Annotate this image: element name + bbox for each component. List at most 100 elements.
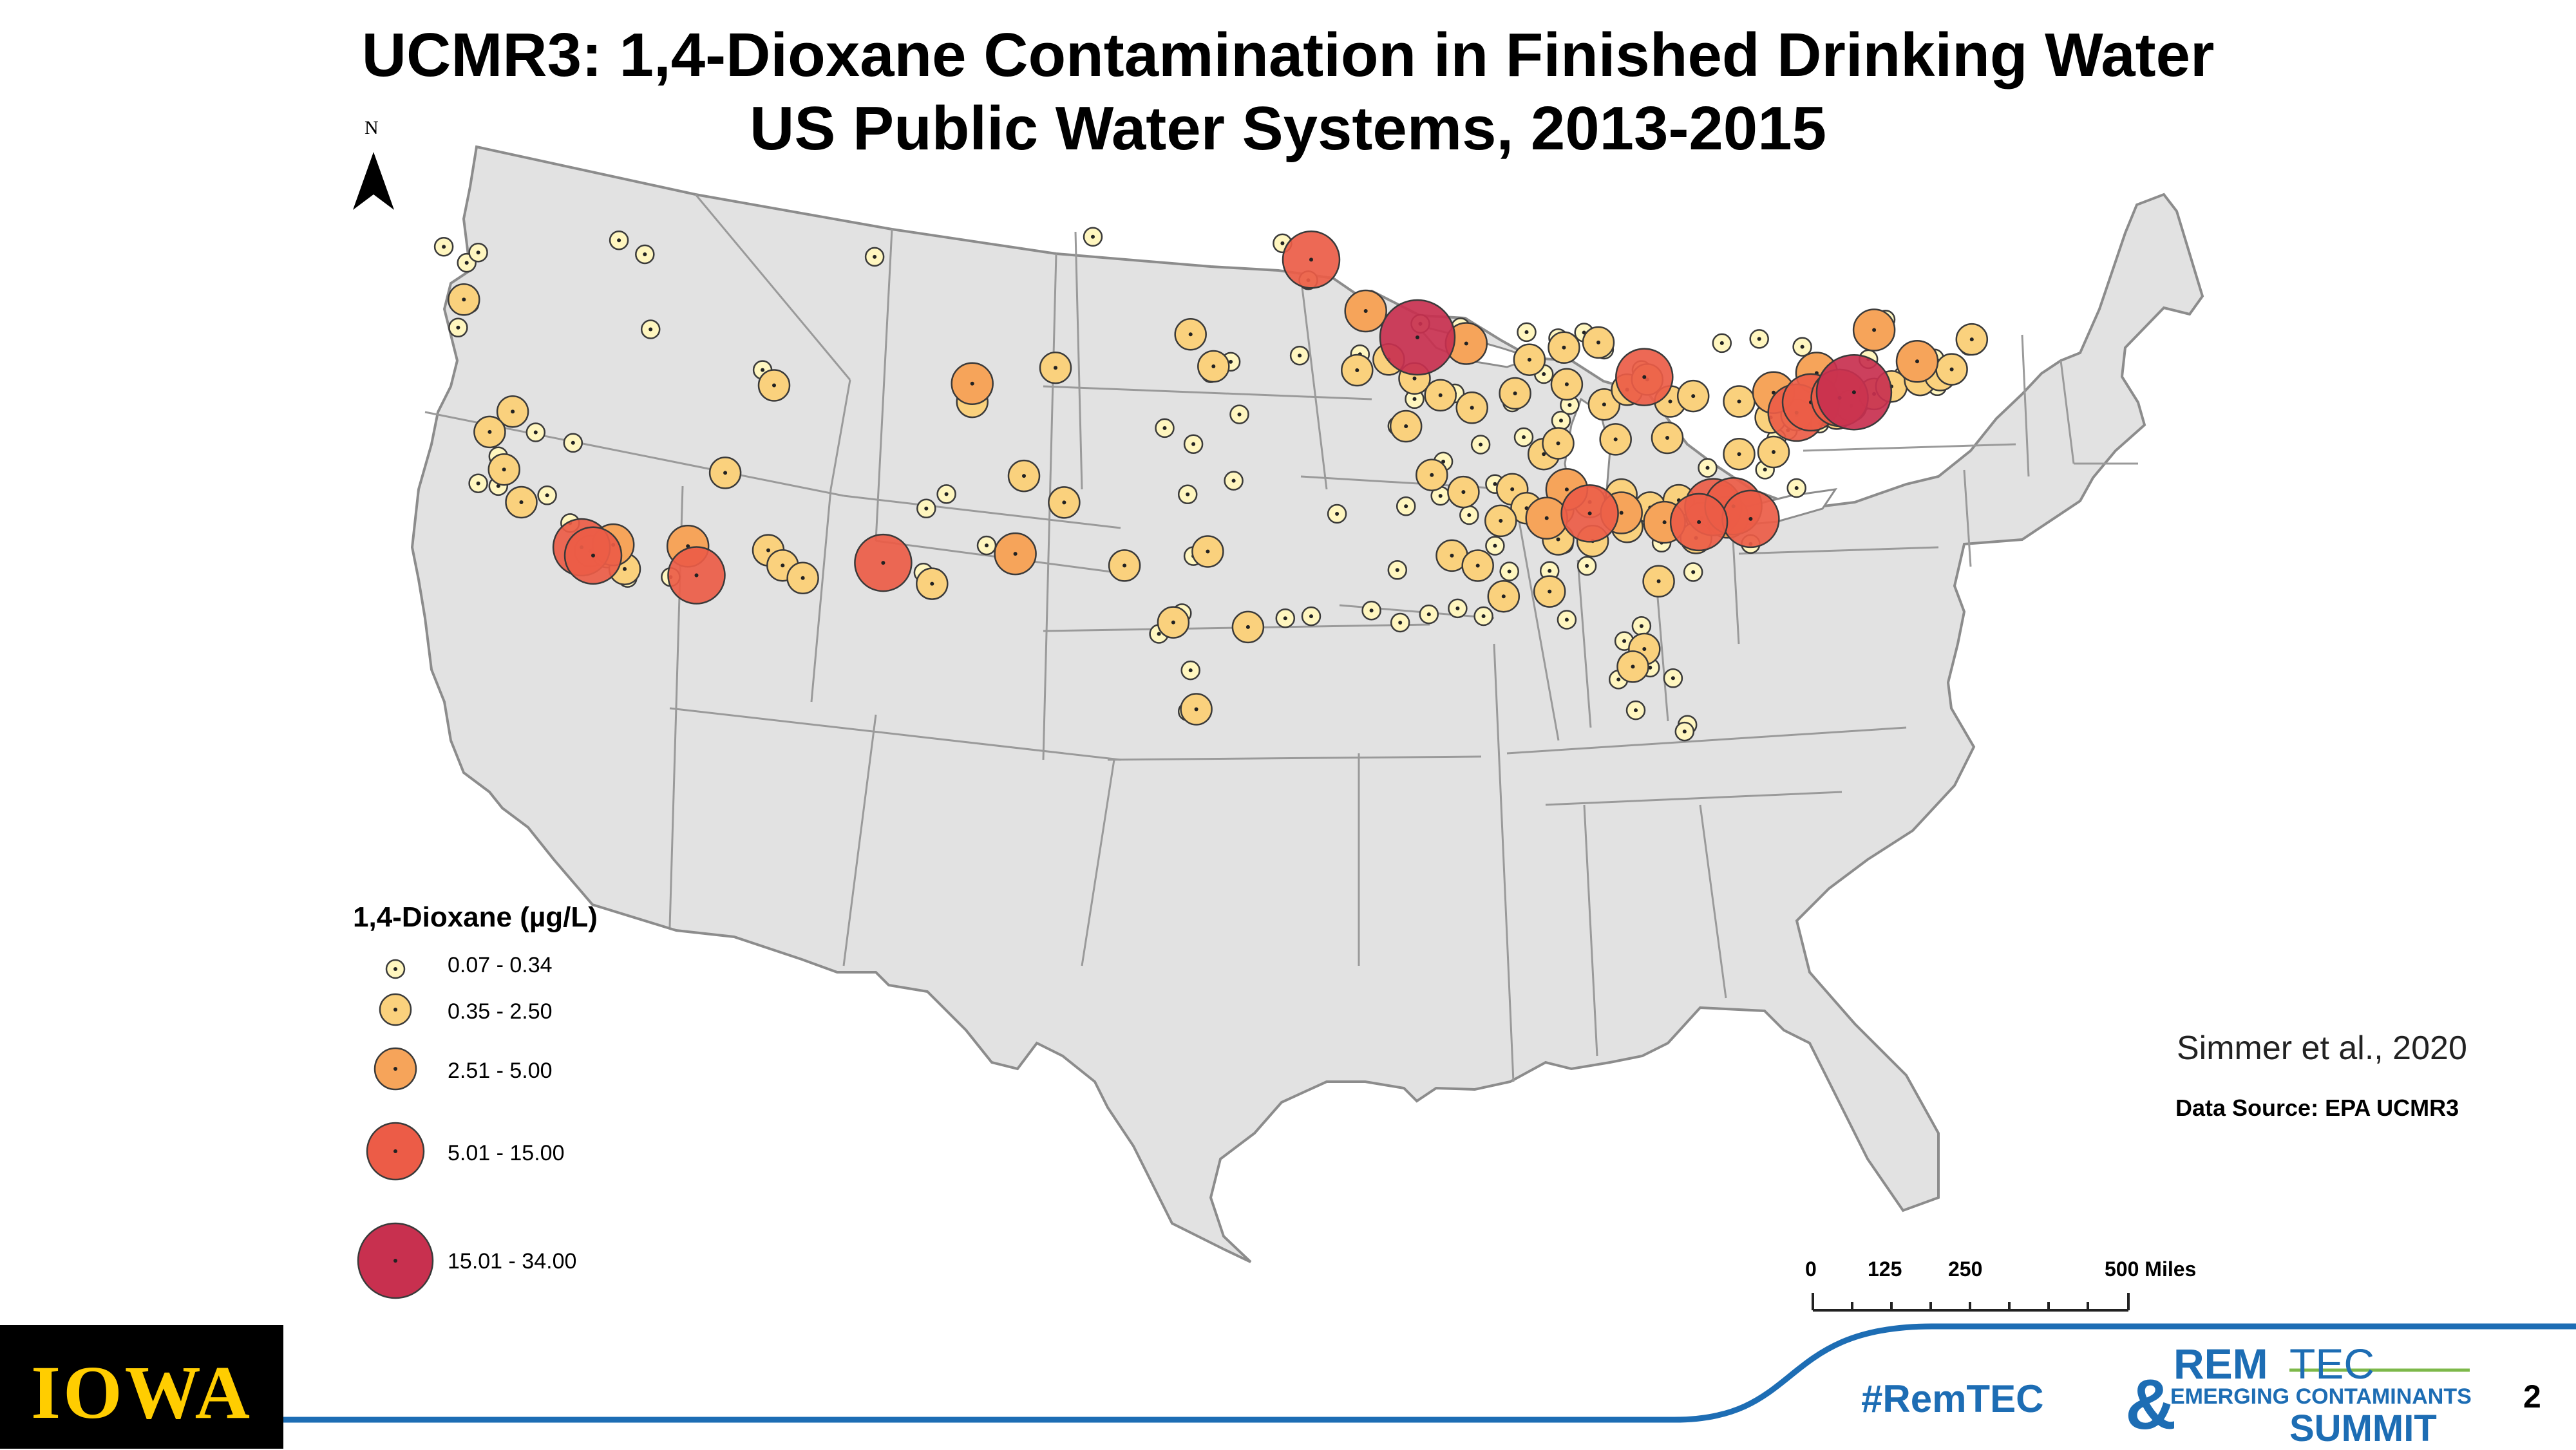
site-marker-center-dot bbox=[873, 254, 877, 259]
site-marker-center-dot bbox=[1585, 563, 1589, 568]
summit-logo-ampersand: & bbox=[2125, 1365, 2177, 1444]
citation: Simmer et al., 2020 bbox=[2177, 1030, 2467, 1067]
site-marker-center-dot bbox=[1682, 730, 1687, 734]
site-marker-center-dot bbox=[1737, 452, 1741, 457]
site-marker-center-dot bbox=[1556, 537, 1560, 541]
site-marker-center-dot bbox=[533, 430, 538, 435]
legend-title: 1,4-Dioxane (µg/L) bbox=[353, 901, 598, 933]
site-marker-center-dot bbox=[1162, 426, 1167, 430]
legend-label-class-3: 2.51 - 5.00 bbox=[448, 1059, 553, 1083]
site-marker-center-dot bbox=[1648, 665, 1653, 670]
legend-symbol-center-dot bbox=[393, 1008, 397, 1012]
site-marker-center-dot bbox=[1206, 549, 1210, 554]
site-marker-center-dot bbox=[1470, 406, 1474, 410]
site-marker-center-dot bbox=[1194, 707, 1198, 711]
summit-logo-summit: SUMMIT bbox=[2289, 1408, 2437, 1449]
site-marker-center-dot bbox=[772, 383, 776, 388]
site-marker-center-dot bbox=[1852, 390, 1856, 395]
site-marker-center-dot bbox=[1748, 516, 1753, 521]
legend-label-class-4: 5.01 - 15.00 bbox=[448, 1141, 565, 1165]
legend-symbol-center-dot bbox=[393, 1067, 397, 1071]
site-marker-center-dot bbox=[1631, 664, 1635, 669]
iowa-logo-text: IOWA bbox=[31, 1350, 252, 1435]
iowa-logo bbox=[0, 1325, 283, 1449]
site-marker-center-dot bbox=[1231, 478, 1236, 483]
site-marker-center-dot bbox=[1665, 436, 1669, 440]
scale-label-0: 0 bbox=[1805, 1257, 1817, 1281]
site-marker-center-dot bbox=[1054, 366, 1057, 370]
site-marker-center-dot bbox=[1122, 563, 1127, 568]
site-marker-center-dot bbox=[970, 381, 974, 386]
site-marker-center-dot bbox=[1656, 579, 1661, 583]
site-marker-center-dot bbox=[643, 252, 647, 256]
site-marker-center-dot bbox=[1416, 335, 1419, 339]
site-marker-center-dot bbox=[464, 261, 469, 265]
site-marker-center-dot bbox=[1915, 359, 1919, 364]
site-marker-center-dot bbox=[1542, 372, 1546, 376]
site-marker-center-dot bbox=[1564, 617, 1569, 622]
site-marker-center-dot bbox=[1705, 466, 1710, 470]
legend-label-class-2: 0.35 - 2.50 bbox=[448, 999, 553, 1024]
site-marker-center-dot bbox=[924, 506, 929, 511]
site-marker-center-dot bbox=[1501, 594, 1506, 599]
site-marker-center-dot bbox=[944, 492, 949, 496]
map-title-line2: US Public Water Systems, 2013-2015 bbox=[750, 94, 1826, 163]
site-marker-center-dot bbox=[1719, 341, 1724, 345]
site-marker-center-dot bbox=[1309, 614, 1313, 619]
site-marker-center-dot bbox=[1395, 568, 1399, 572]
site-marker-center-dot bbox=[1062, 500, 1066, 505]
site-marker-center-dot bbox=[1969, 337, 1974, 342]
site-marker-center-dot bbox=[496, 484, 500, 488]
site-marker-center-dot bbox=[1763, 467, 1767, 472]
site-marker-center-dot bbox=[1800, 344, 1804, 349]
site-marker-center-dot bbox=[571, 440, 575, 445]
site-marker-center-dot bbox=[1309, 258, 1313, 262]
site-marker-center-dot bbox=[930, 581, 934, 586]
summit-logo-emerging: EMERGING CONTAMINANTS bbox=[2170, 1384, 2472, 1409]
us-landmass bbox=[410, 145, 2204, 1263]
site-marker-center-dot bbox=[1211, 364, 1216, 368]
site-marker-center-dot bbox=[1548, 569, 1552, 573]
site-marker-center-dot bbox=[800, 576, 805, 580]
site-marker-center-dot bbox=[1283, 616, 1287, 621]
site-marker-center-dot bbox=[1596, 340, 1600, 344]
site-marker-center-dot bbox=[1562, 345, 1566, 350]
site-marker-center-dot bbox=[1450, 553, 1454, 558]
site-marker-center-dot bbox=[1639, 624, 1643, 628]
site-marker-center-dot bbox=[1479, 442, 1483, 447]
site-marker-center-dot bbox=[1188, 332, 1193, 337]
site-marker-center-dot bbox=[1013, 552, 1018, 556]
site-marker-center-dot bbox=[723, 471, 728, 475]
site-marker-center-dot bbox=[1363, 309, 1368, 313]
site-marker-center-dot bbox=[1091, 234, 1095, 239]
site-marker-center-dot bbox=[1544, 516, 1549, 520]
site-marker-center-dot bbox=[1691, 394, 1696, 399]
legend-symbol-center-dot bbox=[393, 1149, 397, 1153]
site-marker-center-dot bbox=[1613, 437, 1618, 442]
legend-symbol-center-dot bbox=[393, 1259, 397, 1263]
site-marker-center-dot bbox=[1461, 490, 1466, 494]
site-marker-center-dot bbox=[1507, 569, 1511, 574]
north-arrow-icon bbox=[353, 152, 394, 210]
site-marker-center-dot bbox=[1642, 647, 1647, 651]
site-marker-center-dot bbox=[1355, 368, 1359, 372]
site-marker-center-dot bbox=[1527, 357, 1531, 362]
site-marker-center-dot bbox=[1280, 241, 1285, 245]
scale-label-250: 250 bbox=[1948, 1257, 1983, 1281]
site-marker-center-dot bbox=[1441, 459, 1446, 464]
site-marker-center-dot bbox=[476, 250, 480, 255]
site-marker-center-dot bbox=[1587, 511, 1592, 516]
site-marker-center-dot bbox=[1186, 492, 1190, 496]
site-marker-center-dot bbox=[1522, 435, 1526, 439]
site-marker-center-dot bbox=[1369, 608, 1374, 613]
legend-label-class-5: 15.01 - 34.00 bbox=[448, 1249, 577, 1274]
site-marker-center-dot bbox=[1524, 330, 1529, 334]
site-marker-center-dot bbox=[766, 548, 770, 552]
site-marker-center-dot bbox=[1662, 520, 1667, 525]
legend-symbol-center-dot bbox=[393, 967, 397, 971]
data-source: Data Source: EPA UCMR3 bbox=[2175, 1095, 2459, 1121]
site-marker-center-dot bbox=[1171, 620, 1175, 625]
site-marker-center-dot bbox=[1757, 337, 1761, 341]
site-marker-center-dot bbox=[1430, 473, 1434, 477]
site-marker-center-dot bbox=[1412, 397, 1417, 401]
